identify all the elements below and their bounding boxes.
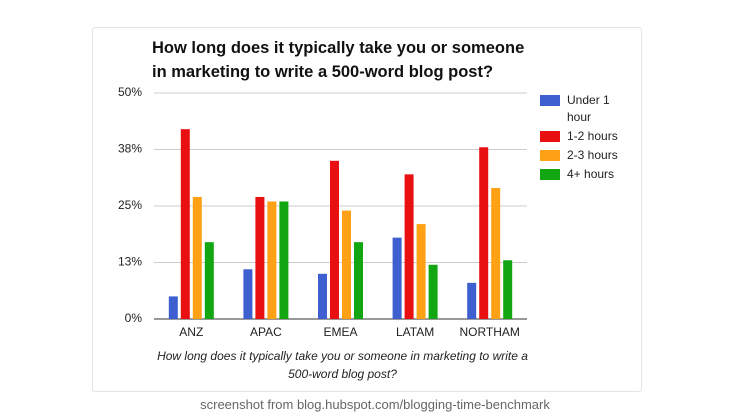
bar (318, 273, 327, 319)
legend-item: 4+ hours (540, 166, 632, 183)
legend-swatch (540, 150, 560, 161)
y-tick-label: 38% (118, 142, 142, 156)
bar (491, 187, 501, 319)
bar (416, 224, 426, 319)
bar (168, 296, 178, 319)
y-tick-label: 0% (125, 311, 143, 325)
bar (330, 160, 339, 319)
legend-label: 1-2 hours (567, 129, 618, 143)
y-tick-label: 13% (118, 255, 142, 269)
legend-label: 2-3 hours (567, 148, 618, 162)
caption: screenshot from blog.hubspot.com/bloggin… (200, 397, 550, 412)
legend-item: 2-3 hours (540, 147, 632, 164)
chart-title: How long does it typically take you or s… (152, 39, 525, 81)
y-tick-label: 50% (118, 85, 142, 99)
legend-swatch (540, 95, 560, 106)
bar (392, 237, 402, 319)
legend-label: 4+ hours (567, 167, 615, 181)
x-axis-title: How long does it typically take you or s… (157, 349, 528, 381)
bar (404, 174, 414, 319)
bar (467, 282, 477, 319)
legend-label: Under 1 hour (567, 93, 610, 124)
x-tick-label: NORTHAM (459, 325, 519, 339)
bar (342, 210, 351, 319)
bar (192, 196, 202, 319)
legend: Under 1 hour 1-2 hours 2-3 hours 4+ hours (540, 92, 640, 185)
legend-swatch (540, 131, 560, 142)
x-tick-label: LATAM (396, 325, 434, 339)
legend-item: 1-2 hours (540, 128, 632, 145)
bar (243, 269, 253, 319)
x-tick-label: EMEA (323, 325, 357, 339)
bar (503, 260, 513, 319)
x-tick-label: APAC (250, 325, 282, 339)
legend-swatch (540, 169, 560, 180)
bar (204, 242, 214, 319)
bar (180, 129, 190, 319)
x-tick-label: ANZ (179, 325, 203, 339)
y-tick-label: 25% (118, 198, 142, 212)
bar (255, 196, 265, 319)
bar (267, 201, 277, 319)
bar (279, 201, 289, 319)
bar (354, 242, 363, 319)
bar (428, 264, 438, 319)
legend-item: Under 1 hour (540, 92, 632, 126)
bar (479, 147, 489, 319)
